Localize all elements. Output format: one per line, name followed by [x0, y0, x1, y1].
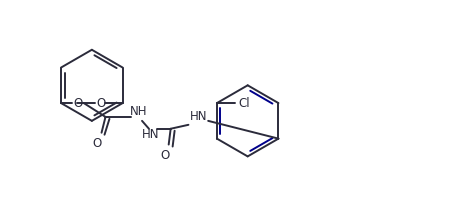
- Text: NH: NH: [130, 106, 148, 118]
- Text: O: O: [73, 97, 83, 110]
- Text: O: O: [92, 137, 101, 150]
- Text: HN: HN: [190, 110, 207, 123]
- Text: HN: HN: [142, 128, 160, 141]
- Text: O: O: [96, 97, 106, 110]
- Text: O: O: [160, 149, 169, 162]
- Text: Cl: Cl: [239, 97, 250, 110]
